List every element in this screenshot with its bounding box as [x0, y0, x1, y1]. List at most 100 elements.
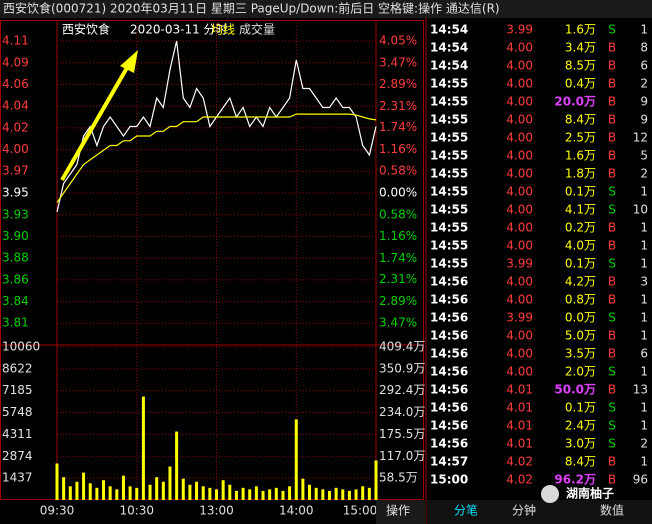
trade-price: 4.00 [506, 41, 533, 55]
trade-volume: 3.5万 [565, 347, 596, 361]
trade-price: 4.00 [506, 59, 533, 73]
trade-volume: 2.0万 [565, 365, 596, 379]
tab-label[interactable]: 分钟 [512, 503, 536, 518]
trade-volume: 2.5万 [565, 131, 596, 145]
trade-time: 14:56 [430, 293, 468, 307]
title-bar [0, 0, 652, 18]
trade-time: 14:55 [430, 185, 468, 199]
avg-legend: 均线 [211, 23, 235, 37]
tab[interactable] [376, 500, 426, 524]
y2-tick-label: 2.89% [379, 294, 417, 308]
trade-count: 5 [640, 149, 648, 163]
y-tick-label: 4.06 [2, 77, 29, 91]
trade-volume: 1.6万 [565, 149, 596, 163]
volume-bar [161, 481, 165, 500]
trade-price: 4.00 [506, 293, 533, 307]
trade-volume: 3.0万 [565, 437, 596, 451]
volume-bar [141, 396, 145, 500]
y-tick-label: 7185 [2, 383, 33, 397]
trade-time: 14:55 [430, 167, 468, 181]
y2-tick-label: 0.00% [379, 186, 417, 200]
volume-bar [88, 483, 92, 500]
trade-time: 14:56 [430, 365, 468, 379]
y-tick-label: 8622 [2, 361, 33, 375]
volume-bar [261, 490, 265, 500]
trade-time: 14:55 [430, 113, 468, 127]
trade-count: 2 [640, 437, 648, 451]
trade-volume: 8.4万 [565, 113, 596, 127]
volume-bar [221, 480, 225, 500]
trade-count: 1 [640, 329, 648, 343]
trade-volume: 0.1万 [565, 185, 596, 199]
volume-bar [168, 466, 172, 500]
trade-price: 4.01 [506, 419, 533, 433]
trade-time: 14:55 [430, 95, 468, 109]
volume-bar [341, 489, 345, 500]
trade-price: 4.01 [506, 383, 533, 397]
tab-label[interactable]: 数值 [600, 503, 624, 518]
volume-bar [215, 489, 218, 500]
volume-bar [327, 490, 331, 500]
volume-bar [102, 480, 106, 500]
y2-tick-label: 175.5万 [379, 427, 425, 441]
y2-tick-label: 1.16% [379, 142, 417, 156]
y-tick-label: 3.90 [2, 229, 29, 243]
trade-side: S [608, 23, 616, 37]
volume-bar [175, 431, 179, 500]
y2-tick-label: 2.31% [379, 272, 417, 286]
trade-price: 4.00 [506, 239, 533, 253]
y2-tick-label: 234.0万 [379, 405, 425, 419]
volume-bar [241, 487, 245, 500]
y-tick-label: 2874 [2, 449, 33, 463]
volume-bar [254, 486, 258, 500]
volume-bar [55, 463, 59, 500]
y-tick-label: 4.09 [2, 55, 29, 69]
trade-time: 14:56 [430, 275, 468, 289]
volume-bar [201, 486, 205, 500]
trade-time: 14:55 [430, 203, 468, 217]
trade-time: 15:00 [430, 473, 468, 487]
trade-count: 6 [640, 347, 648, 361]
trade-time: 14:54 [430, 41, 468, 55]
trade-side: B [608, 455, 616, 469]
volume-bar [155, 477, 159, 500]
trade-side: B [608, 383, 616, 397]
trade-volume: 4.1万 [565, 203, 596, 217]
y-tick-label: 3.93 [2, 207, 29, 221]
trade-time: 14:56 [430, 419, 468, 433]
volume-bar [115, 489, 119, 500]
y2-tick-label: 117.0万 [379, 449, 425, 463]
window-title: 西安饮食(000721) 2020年03月11日 星期三 PageUp/Down… [3, 1, 500, 16]
trade-price: 4.00 [506, 113, 533, 127]
y-tick-label: 10060 [2, 339, 40, 353]
trade-price: 3.99 [506, 23, 533, 37]
tab-label[interactable]: 操作 [386, 503, 410, 518]
price-line [56, 40, 377, 213]
trade-count: 10 [633, 203, 648, 217]
trade-count: 1 [640, 23, 648, 37]
volume-bar [188, 484, 192, 500]
trade-time: 14:54 [430, 59, 468, 73]
y-tick-label: 3.97 [2, 164, 29, 178]
trade-volume: 0.2万 [565, 221, 596, 235]
trade-time: 14:56 [430, 311, 468, 325]
tab-label[interactable]: 分笔 [454, 503, 478, 518]
trade-time: 14:56 [430, 383, 468, 397]
trade-count: 1 [640, 311, 648, 325]
trade-count: 1 [640, 419, 648, 433]
trade-volume: 50.0万 [554, 383, 596, 397]
trade-price: 4.00 [506, 167, 533, 181]
y2-tick-label: 0.58% [379, 207, 417, 221]
trade-count: 2 [640, 77, 648, 91]
trade-count: 1 [640, 455, 648, 469]
trade-price: 4.00 [506, 221, 533, 235]
volume-bar [354, 489, 358, 500]
trade-side: B [608, 131, 616, 145]
volume-bar [367, 487, 371, 500]
trade-volume: 0.8万 [565, 293, 596, 307]
trade-side: B [608, 149, 616, 163]
trade-side: B [608, 347, 616, 361]
y2-tick-label: 4.05% [379, 34, 417, 48]
volume-legend: 成交量 [239, 22, 275, 37]
trade-time: 14:55 [430, 149, 468, 163]
